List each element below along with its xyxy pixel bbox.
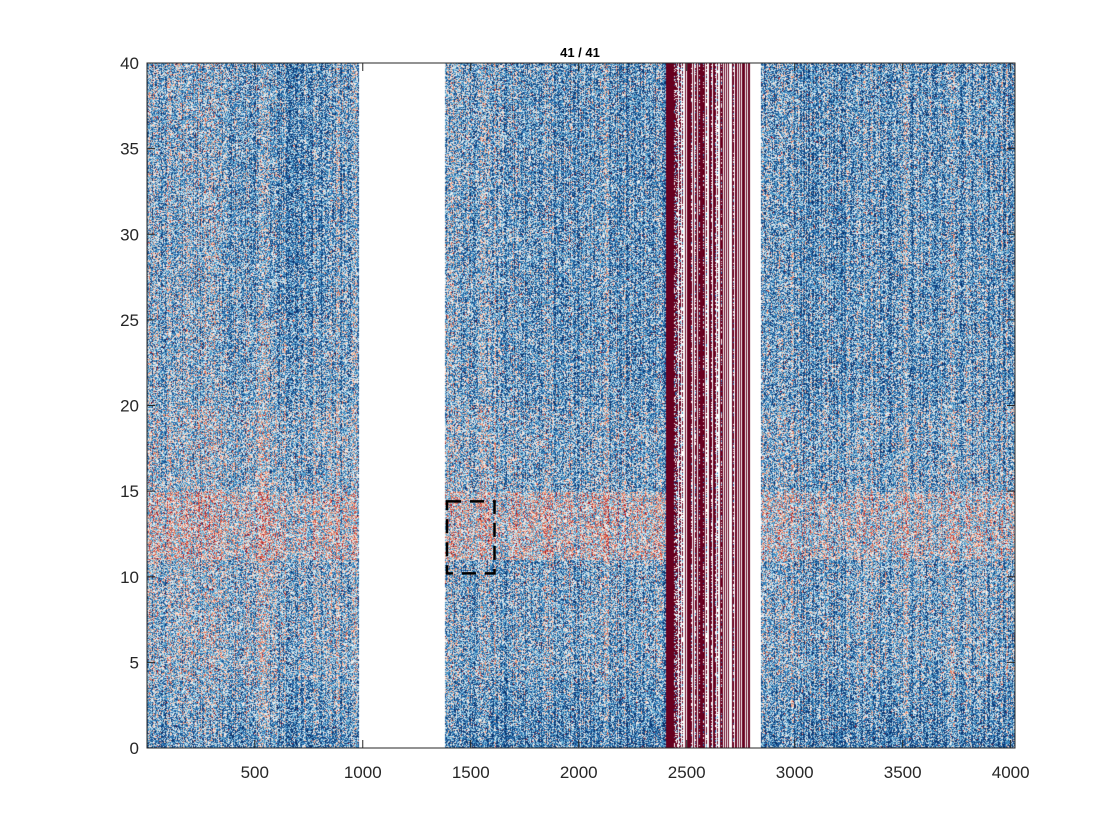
x-tick-label: 2000 [560,763,598,782]
y-tick-label: 35 [120,140,139,159]
chart-title: 41 / 41 [560,45,600,60]
x-tick-label: 2500 [668,763,706,782]
x-tick-label: 1000 [344,763,382,782]
heatmap-image-container [147,63,1015,748]
x-tick-label: 3000 [776,763,814,782]
x-tick-label: 1500 [452,763,490,782]
y-tick-label: 0 [130,739,139,758]
x-tick-label: 4000 [992,763,1030,782]
x-axis: 500 1000 1500 2000 2500 3000 3500 4000 [241,63,1030,782]
x-tick-label: 500 [241,763,269,782]
heatmap-image [147,63,1015,748]
x-tick-label: 3500 [884,763,922,782]
y-tick-label: 25 [120,311,139,330]
y-tick-label: 5 [130,653,139,672]
y-tick-label: 40 [120,54,139,73]
y-tick-label: 30 [120,225,139,244]
y-tick-label: 10 [120,568,139,587]
y-axis: 0 5 10 15 20 25 30 35 40 [120,54,1015,758]
plot-area [147,63,1015,748]
y-tick-label: 20 [120,397,139,416]
selection-box[interactable] [445,500,496,575]
y-tick-label: 15 [120,482,139,501]
